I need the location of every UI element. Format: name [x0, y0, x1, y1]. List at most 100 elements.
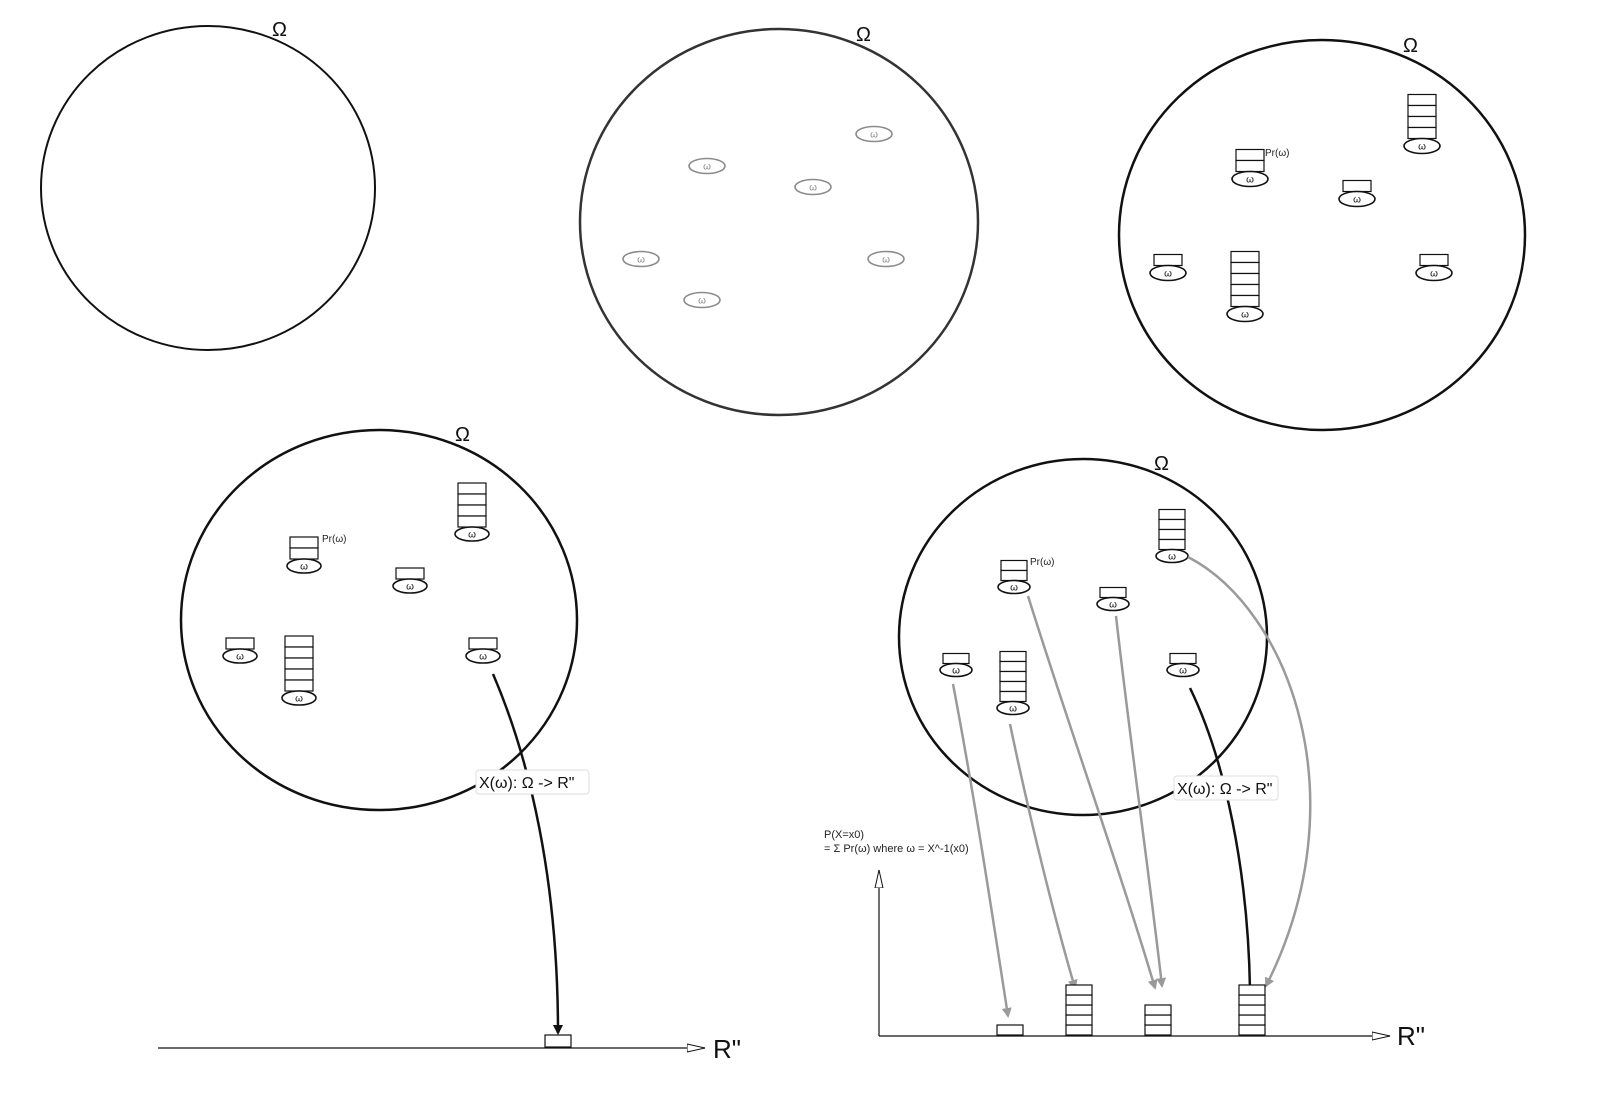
probability-block [1230, 272, 1260, 286]
probability-block [457, 493, 487, 506]
probability-block [1407, 126, 1437, 140]
probability-block [1000, 569, 1028, 582]
outcome-ellipse [286, 558, 322, 574]
sample-space-circle [578, 27, 980, 417]
sample-space-circle [40, 25, 376, 351]
distribution-block [1238, 984, 1266, 996]
probability-block [1407, 104, 1437, 118]
outcome-label: ω [1241, 310, 1249, 321]
distribution-block [1238, 994, 1266, 1006]
probability-block [1158, 508, 1186, 521]
outcome-label: ω [870, 130, 878, 141]
outcome-label: ω [406, 582, 414, 593]
outcome-label: ω [236, 652, 244, 663]
probability-block [1099, 586, 1127, 599]
outcome-ellipse [281, 690, 317, 706]
outcome-ellipse [1166, 662, 1200, 678]
probability-block [1407, 115, 1437, 129]
probability-block [1153, 253, 1183, 267]
mapping-label: X(ω): Ω -> R" [479, 775, 574, 792]
outcome-ellipse [867, 250, 905, 268]
outcome-ellipse [794, 178, 832, 196]
outcome-ellipse [465, 648, 501, 664]
mapping-arrows [951, 555, 1312, 1018]
outcome-ellipse [1231, 170, 1269, 188]
distribution-block [996, 1024, 1024, 1036]
outcome-label: ω [1430, 269, 1438, 280]
mapping-arrow [1114, 615, 1167, 988]
probability-block [1000, 559, 1028, 572]
probability-block [999, 650, 1027, 663]
probability-label: Pr(ω) [1265, 148, 1289, 159]
probability-block [1419, 253, 1449, 267]
outcome: ω [1415, 253, 1453, 282]
probability-block [284, 679, 314, 692]
outcome-group: ω ω ω ω ω ω [939, 508, 1200, 716]
outcome-ellipse [688, 157, 726, 175]
probability-label: Pr(ω) [322, 534, 346, 545]
outcome-label: ω [1418, 142, 1426, 153]
outcome: ω [688, 157, 726, 175]
outcome-ellipse [1403, 137, 1441, 155]
outcome-ellipse [392, 578, 428, 594]
outcome-label: ω [809, 183, 817, 194]
outcome: ω [1338, 179, 1376, 208]
outcome: ω [1403, 93, 1441, 155]
distribution-block [1065, 1004, 1093, 1016]
outcome: ω [1231, 148, 1269, 188]
probability-block [1230, 294, 1260, 308]
outcome-ellipse [1226, 305, 1264, 323]
outcome: ω [1166, 652, 1200, 678]
real-line-label: R" [713, 1034, 741, 1064]
mapping-arrow [1008, 723, 1078, 990]
outcome: ω [855, 125, 893, 143]
distribution-block [1144, 1004, 1172, 1016]
probability-block [999, 660, 1027, 673]
outcome-group: ω ω ω ω ω ω [222, 482, 501, 706]
outcome-ellipse [997, 579, 1031, 595]
mapping-label-box [475, 769, 590, 795]
probability-block [457, 482, 487, 495]
outcome: ω [454, 482, 490, 542]
outcome-ellipse [1096, 596, 1130, 612]
probability-block [1158, 538, 1186, 551]
outcome-label: ω [703, 162, 711, 173]
outcome-label: ω [1109, 600, 1117, 611]
mapping-arrow [1187, 555, 1312, 988]
outcome-ellipse [1415, 264, 1453, 282]
outcome-label: ω [295, 694, 303, 705]
outcome-label: ω [952, 666, 960, 677]
outcome-ellipse [222, 648, 258, 664]
distribution-block [1238, 1024, 1266, 1036]
probability-block [1169, 652, 1197, 665]
probability-block [225, 637, 255, 650]
probability-block [468, 637, 498, 650]
probability-label: Pr(ω) [1030, 557, 1054, 568]
outcome-label: ω [1009, 704, 1017, 715]
outcome: ω [794, 178, 832, 196]
panel-distribution: Ω ω ω ω ω ω ω Pr(ω) X(ω): Ω -> R" P(X=x0) = Σ… [824, 453, 1425, 1051]
panel-weighted-outcomes: Ω ω ω ω ω ω ω Pr(ω) [1117, 35, 1527, 432]
omega-label: Ω [1403, 35, 1418, 57]
mapping-arrow [491, 673, 563, 1035]
outcome-label: ω [479, 652, 487, 663]
outcome: ω [286, 536, 322, 574]
outcome-label: ω [698, 296, 706, 307]
distribution-block [1065, 994, 1093, 1006]
distribution-block [1065, 1014, 1093, 1026]
outcome: ω [1149, 253, 1187, 282]
probability-block [1235, 159, 1265, 173]
probability-block [1235, 148, 1265, 162]
sample-space-circle [179, 428, 579, 812]
distribution-block [1065, 984, 1093, 996]
real-line-label: R" [1397, 1021, 1425, 1051]
probability-formula-line-2: = Σ Pr(ω) where ω = X^-1(x0) [824, 843, 969, 855]
outcome-label: ω [1164, 269, 1172, 280]
outcome-label: ω [1246, 175, 1254, 186]
probability-block [999, 690, 1027, 703]
distribution-block [1144, 1024, 1172, 1036]
outcome-ellipse [622, 250, 660, 268]
mapping-label: X(ω): Ω -> R" [1177, 781, 1272, 798]
outcome: ω [683, 291, 721, 309]
omega-label: Ω [1154, 453, 1169, 475]
